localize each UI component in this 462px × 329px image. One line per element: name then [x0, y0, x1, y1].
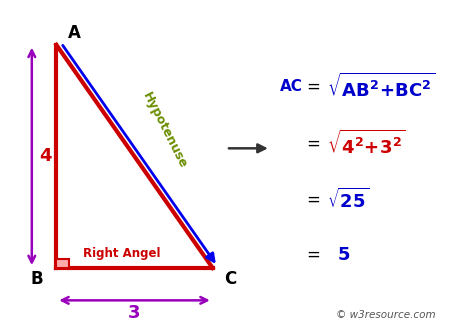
Text: A: A: [67, 24, 80, 41]
Text: Hypotenuse: Hypotenuse: [140, 90, 189, 171]
Text: $\mathbf{\sqrt{4^2\!+\! 3^2}}$: $\mathbf{\sqrt{4^2\!+\! 3^2}}$: [327, 129, 405, 158]
Text: 3: 3: [128, 304, 141, 322]
Text: =: =: [306, 78, 320, 96]
Text: 5: 5: [338, 246, 351, 264]
Text: $\mathbf{\sqrt{25}}$: $\mathbf{\sqrt{25}}$: [327, 188, 369, 212]
Text: $\mathbf{\sqrt{AB^2\!+\! BC^2}}$: $\mathbf{\sqrt{AB^2\!+\! BC^2}}$: [327, 73, 435, 101]
Text: 4: 4: [39, 147, 51, 165]
Text: © w3resource.com: © w3resource.com: [336, 310, 436, 320]
Text: B: B: [30, 270, 43, 288]
Bar: [56, 259, 69, 268]
Text: AC: AC: [280, 79, 303, 94]
Text: =: =: [306, 246, 320, 264]
Text: =: =: [306, 191, 320, 209]
Text: C: C: [224, 270, 236, 288]
Text: =: =: [306, 135, 320, 152]
Text: Right Angel: Right Angel: [83, 247, 161, 260]
